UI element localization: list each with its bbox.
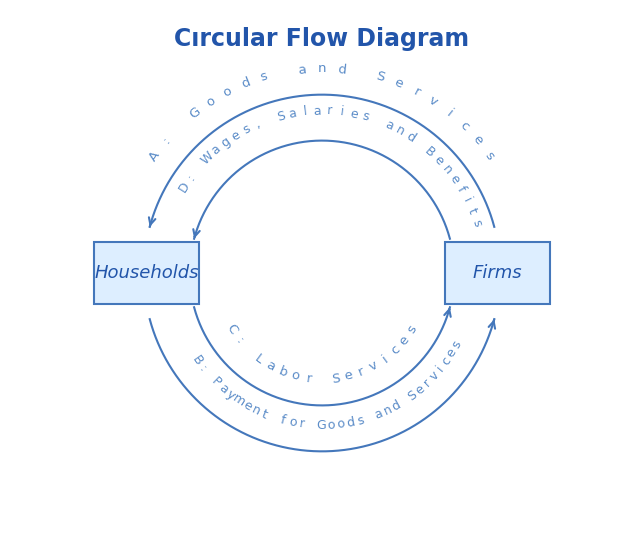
Text: c: c (457, 119, 471, 133)
Text: i: i (444, 107, 455, 120)
Text: e: e (229, 128, 243, 143)
Text: a: a (298, 63, 307, 76)
Text: o: o (336, 417, 346, 431)
Text: d: d (345, 416, 355, 430)
Text: i: i (460, 196, 473, 205)
Text: L: L (252, 352, 266, 366)
Text: s: s (469, 218, 484, 228)
Text: S: S (405, 388, 419, 403)
Text: G: G (187, 105, 203, 121)
Text: e: e (469, 133, 485, 147)
Text: B: B (422, 144, 437, 159)
Text: v: v (367, 359, 380, 373)
Text: i: i (379, 353, 390, 365)
Text: n: n (249, 403, 262, 418)
Text: v: v (426, 94, 440, 109)
Text: r: r (421, 377, 433, 390)
Text: c: c (439, 354, 453, 367)
Text: s: s (355, 413, 365, 428)
Text: G: G (317, 419, 327, 432)
Text: a: a (216, 382, 231, 396)
Text: :: : (233, 335, 246, 346)
Text: i: i (339, 105, 345, 118)
Text: a: a (263, 359, 277, 374)
Text: e: e (413, 382, 427, 397)
Text: Firms: Firms (473, 264, 522, 282)
Text: m: m (230, 392, 247, 410)
Text: t: t (465, 207, 479, 216)
Text: r: r (299, 417, 305, 431)
Text: s: s (482, 149, 497, 162)
Text: A: A (147, 149, 162, 163)
Text: S: S (374, 70, 386, 85)
Text: e: e (397, 333, 412, 348)
Text: n: n (439, 162, 454, 177)
Text: a: a (372, 407, 384, 422)
Text: y: y (224, 388, 238, 402)
Text: e: e (349, 107, 359, 121)
Text: e: e (343, 369, 354, 383)
Text: e: e (444, 346, 459, 360)
Text: r: r (305, 372, 312, 385)
FancyBboxPatch shape (445, 242, 551, 304)
Text: r: r (411, 85, 422, 99)
Text: c: c (388, 343, 402, 358)
Text: b: b (276, 364, 289, 379)
Text: o: o (288, 416, 298, 430)
Text: s: s (450, 339, 464, 351)
Text: r: r (357, 365, 366, 379)
Text: B: B (189, 353, 205, 367)
Text: n: n (317, 62, 327, 75)
Text: Cırcular Flow Diagram: Cırcular Flow Diagram (175, 27, 469, 51)
Text: a: a (288, 106, 298, 121)
FancyBboxPatch shape (93, 242, 199, 304)
Text: S: S (276, 109, 287, 123)
Text: :: : (196, 363, 209, 374)
Text: o: o (221, 84, 234, 99)
Text: W: W (198, 150, 216, 167)
Text: v: v (427, 369, 441, 383)
Text: e: e (241, 398, 254, 413)
Text: s: s (361, 110, 371, 124)
Text: P: P (209, 375, 223, 390)
Text: o: o (204, 94, 218, 109)
Text: t: t (260, 407, 269, 421)
Text: :: : (185, 171, 198, 182)
Text: g: g (219, 135, 233, 150)
Text: e: e (431, 153, 446, 168)
Text: r: r (327, 104, 332, 117)
Text: e: e (392, 76, 405, 91)
Text: i: i (434, 364, 447, 375)
Text: f: f (454, 184, 468, 195)
Text: d: d (337, 63, 346, 76)
Text: s: s (405, 323, 420, 336)
Text: f: f (279, 413, 287, 427)
Text: ,: , (253, 117, 262, 131)
Text: a: a (313, 104, 321, 117)
Text: e: e (447, 173, 462, 186)
Text: d: d (403, 129, 417, 145)
Text: o: o (327, 418, 336, 432)
Text: o: o (290, 369, 301, 383)
Text: D: D (176, 180, 193, 194)
Text: d: d (239, 76, 252, 91)
Text: n: n (393, 123, 406, 138)
Text: S: S (330, 372, 341, 385)
Text: a: a (209, 143, 223, 157)
Text: C: C (223, 322, 240, 337)
Text: :: : (160, 134, 173, 146)
Text: d: d (390, 399, 402, 414)
Text: Households: Households (94, 264, 198, 282)
Text: s: s (241, 122, 252, 136)
Text: a: a (383, 118, 395, 133)
Text: l: l (303, 105, 307, 118)
Text: s: s (259, 70, 269, 84)
Text: n: n (381, 403, 394, 418)
